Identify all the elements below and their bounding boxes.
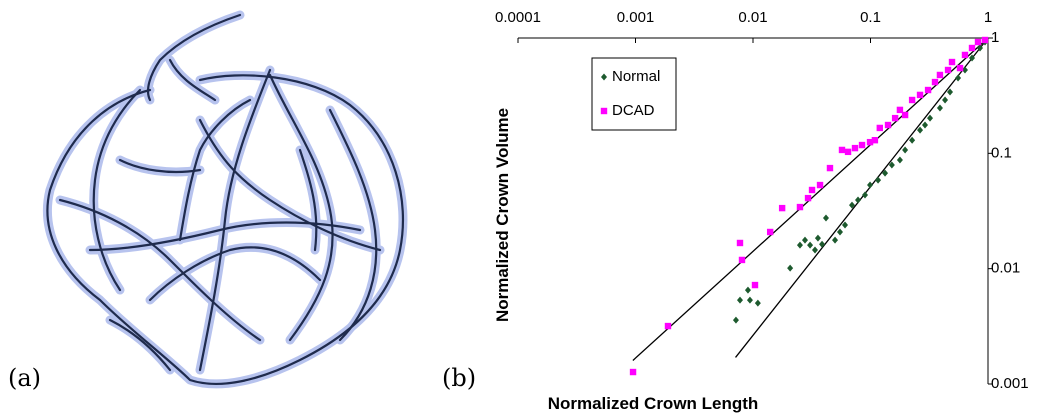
point xyxy=(664,322,672,330)
x-axis-label: Normalized Crown Length xyxy=(548,394,759,413)
point xyxy=(744,286,751,294)
y-tick-label: 0.01 xyxy=(991,260,1020,277)
point xyxy=(882,169,889,177)
point xyxy=(955,74,962,82)
point xyxy=(826,164,834,172)
point xyxy=(981,36,989,44)
point xyxy=(838,146,846,154)
point xyxy=(922,121,929,129)
point xyxy=(819,240,826,248)
point xyxy=(814,234,821,242)
point xyxy=(977,44,984,52)
point xyxy=(902,146,909,154)
fit-line xyxy=(735,37,989,358)
point xyxy=(836,228,843,236)
point xyxy=(801,236,808,244)
point xyxy=(942,96,949,104)
point xyxy=(876,124,884,132)
point xyxy=(871,136,879,144)
x-tick-label: 0.01 xyxy=(738,9,767,26)
x-tick-label: 0.1 xyxy=(860,9,881,26)
point xyxy=(862,191,869,199)
point xyxy=(736,239,744,247)
point xyxy=(891,114,899,122)
x-tick-label: 0.0001 xyxy=(495,9,541,26)
legend-box xyxy=(591,57,677,131)
y-tick-label: 0.001 xyxy=(991,375,1029,392)
point xyxy=(732,316,739,324)
point xyxy=(931,78,939,86)
point xyxy=(956,64,964,72)
point xyxy=(866,138,874,146)
point xyxy=(947,88,954,96)
point xyxy=(832,236,839,244)
point xyxy=(969,54,976,62)
point xyxy=(808,186,816,194)
point xyxy=(916,91,924,99)
x-tick-label: 1 xyxy=(984,9,992,26)
point xyxy=(917,126,924,134)
y-tick-label: 0.1 xyxy=(991,144,1012,161)
point xyxy=(875,176,882,184)
point xyxy=(908,96,916,104)
point xyxy=(751,281,759,289)
point xyxy=(884,121,892,129)
y-tick-label: 1 xyxy=(991,29,999,46)
point xyxy=(974,38,982,46)
point xyxy=(804,194,812,202)
point xyxy=(858,141,866,149)
point xyxy=(968,44,976,52)
point xyxy=(855,196,862,204)
point xyxy=(796,241,803,249)
point xyxy=(948,58,956,66)
point xyxy=(816,181,824,189)
point xyxy=(629,368,637,376)
point xyxy=(888,161,895,169)
point xyxy=(896,156,903,164)
point xyxy=(822,214,829,222)
point xyxy=(901,111,909,119)
point xyxy=(738,256,746,264)
panel-label: (b) xyxy=(442,364,476,392)
point xyxy=(807,241,814,249)
point xyxy=(867,181,874,189)
point xyxy=(811,246,818,254)
point xyxy=(844,148,852,156)
point xyxy=(927,114,934,122)
point xyxy=(944,66,952,74)
point xyxy=(851,144,859,152)
legend-label: Normal xyxy=(612,68,660,85)
x-tick-label: 0.001 xyxy=(617,9,655,26)
y-axis-label: Normalized Crown Volume xyxy=(493,108,512,322)
point xyxy=(909,136,916,144)
point xyxy=(736,296,743,304)
point xyxy=(787,264,794,272)
point xyxy=(961,51,969,59)
point xyxy=(936,71,944,79)
point xyxy=(961,66,968,74)
point xyxy=(849,201,856,209)
point xyxy=(746,296,753,304)
point xyxy=(936,104,943,112)
legend-label: DCAD xyxy=(612,102,655,119)
point xyxy=(754,299,761,307)
panel-label: (a) xyxy=(8,364,41,392)
legend-marker xyxy=(600,107,608,115)
point xyxy=(796,203,804,211)
point xyxy=(766,228,774,236)
point xyxy=(778,204,786,212)
point xyxy=(842,221,849,229)
point xyxy=(924,86,932,94)
point xyxy=(896,106,904,114)
legend-marker xyxy=(601,73,607,81)
